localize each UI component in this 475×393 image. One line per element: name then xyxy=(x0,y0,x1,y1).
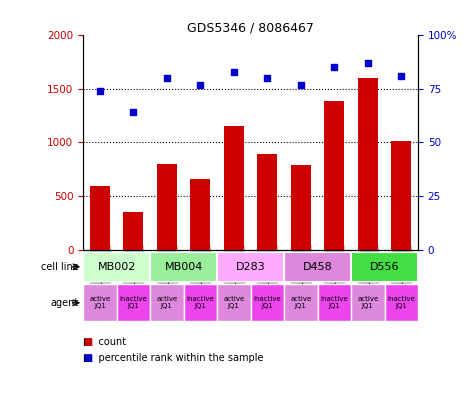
Title: GDS5346 / 8086467: GDS5346 / 8086467 xyxy=(187,21,314,34)
Text: inactive
JQ1: inactive JQ1 xyxy=(120,296,147,309)
Point xyxy=(398,73,405,79)
Bar xyxy=(150,284,184,321)
Bar xyxy=(83,252,150,282)
Point xyxy=(264,75,271,81)
Bar xyxy=(284,252,351,282)
Bar xyxy=(391,141,411,250)
Bar xyxy=(284,284,318,321)
Text: inactive
JQ1: inactive JQ1 xyxy=(321,296,348,309)
Bar xyxy=(351,252,418,282)
Point xyxy=(297,81,304,88)
Bar xyxy=(124,212,143,250)
Bar xyxy=(157,164,177,250)
Text: ■: ■ xyxy=(83,353,92,363)
Text: D458: D458 xyxy=(303,262,332,272)
Text: inactive
JQ1: inactive JQ1 xyxy=(388,296,415,309)
Bar xyxy=(358,78,378,250)
Point xyxy=(130,109,137,116)
Text: MB002: MB002 xyxy=(97,262,136,272)
Text: D283: D283 xyxy=(236,262,266,272)
Bar xyxy=(90,186,110,250)
Bar xyxy=(251,284,284,321)
Bar xyxy=(324,101,344,250)
Bar xyxy=(184,284,217,321)
Bar xyxy=(117,284,150,321)
Bar xyxy=(291,165,311,250)
Text: inactive
JQ1: inactive JQ1 xyxy=(187,296,214,309)
Point xyxy=(163,75,171,81)
Point xyxy=(197,81,204,88)
Bar xyxy=(224,127,244,250)
Point xyxy=(96,88,104,94)
Text: agent: agent xyxy=(50,298,78,308)
Text: D556: D556 xyxy=(370,262,399,272)
Point xyxy=(364,60,371,66)
Bar xyxy=(190,179,210,250)
Bar xyxy=(317,284,351,321)
Bar xyxy=(83,284,117,321)
Bar xyxy=(257,154,277,250)
Point xyxy=(331,64,338,71)
Bar xyxy=(217,252,284,282)
Text: active
JQ1: active JQ1 xyxy=(290,296,312,309)
Text: ■  count: ■ count xyxy=(83,337,126,347)
Text: active
JQ1: active JQ1 xyxy=(357,296,379,309)
Text: ■: ■ xyxy=(83,337,92,347)
Text: cell line: cell line xyxy=(41,262,78,272)
Text: active
JQ1: active JQ1 xyxy=(89,296,111,309)
Text: active
JQ1: active JQ1 xyxy=(156,296,178,309)
Point xyxy=(230,69,238,75)
Text: inactive
JQ1: inactive JQ1 xyxy=(254,296,281,309)
Text: ■  percentile rank within the sample: ■ percentile rank within the sample xyxy=(83,353,264,363)
Bar xyxy=(351,284,385,321)
Bar xyxy=(217,284,251,321)
Bar xyxy=(150,252,217,282)
Text: active
JQ1: active JQ1 xyxy=(223,296,245,309)
Bar xyxy=(385,284,418,321)
Text: MB004: MB004 xyxy=(164,262,203,272)
